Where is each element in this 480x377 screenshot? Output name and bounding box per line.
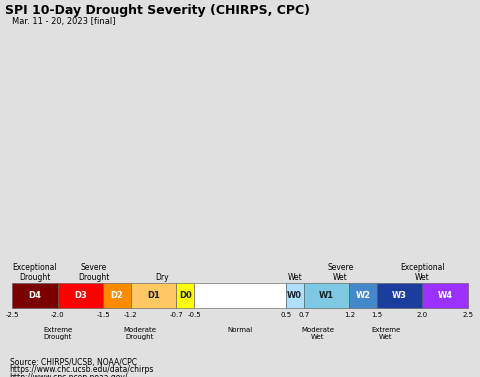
- Text: D0: D0: [179, 291, 192, 300]
- Bar: [349, 283, 377, 308]
- Bar: [194, 283, 286, 308]
- Text: Mar. 11 - 20, 2023 [final]: Mar. 11 - 20, 2023 [final]: [12, 17, 116, 26]
- Text: W0: W0: [287, 291, 302, 300]
- Bar: [286, 283, 304, 308]
- Bar: [103, 283, 131, 308]
- Text: 1.5: 1.5: [371, 312, 383, 318]
- Text: 0.7: 0.7: [298, 312, 310, 318]
- Bar: [377, 283, 422, 308]
- Text: Dry: Dry: [156, 273, 169, 282]
- Text: D2: D2: [110, 291, 123, 300]
- Text: Normal: Normal: [228, 328, 252, 334]
- Text: Exceptional
Drought: Exceptional Drought: [12, 263, 57, 282]
- Text: Extreme
Drought: Extreme Drought: [43, 328, 72, 340]
- Text: Moderate
Wet: Moderate Wet: [301, 328, 334, 340]
- Text: W1: W1: [319, 291, 334, 300]
- Text: Severe
Drought: Severe Drought: [78, 263, 110, 282]
- Text: Wet: Wet: [288, 273, 302, 282]
- Text: 2.5: 2.5: [463, 312, 473, 318]
- Text: SPI 10-Day Drought Severity (CHIRPS, CPC): SPI 10-Day Drought Severity (CHIRPS, CPC…: [5, 4, 310, 17]
- Text: -2.5: -2.5: [5, 312, 19, 318]
- Text: W2: W2: [356, 291, 371, 300]
- Bar: [12, 283, 58, 308]
- Text: D3: D3: [74, 291, 87, 300]
- Text: Source: CHIRPS/UCSB, NOAA/CPC: Source: CHIRPS/UCSB, NOAA/CPC: [10, 358, 137, 367]
- Text: https://www.chc.ucsb.edu/data/chirps: https://www.chc.ucsb.edu/data/chirps: [10, 365, 154, 374]
- Text: D4: D4: [28, 291, 41, 300]
- Text: Exceptional
Wet: Exceptional Wet: [400, 263, 444, 282]
- Text: -1.5: -1.5: [96, 312, 110, 318]
- Text: -0.7: -0.7: [169, 312, 183, 318]
- Text: -1.2: -1.2: [124, 312, 137, 318]
- Text: W3: W3: [392, 291, 407, 300]
- Bar: [176, 283, 194, 308]
- Text: http://www.cpc.ncep.noaa.gov/: http://www.cpc.ncep.noaa.gov/: [10, 373, 128, 377]
- Text: 2.0: 2.0: [417, 312, 428, 318]
- Bar: [304, 283, 349, 308]
- Text: 1.2: 1.2: [344, 312, 355, 318]
- Bar: [131, 283, 176, 308]
- Text: Moderate
Drought: Moderate Drought: [123, 328, 156, 340]
- Text: -0.5: -0.5: [188, 312, 201, 318]
- Text: Severe
Wet: Severe Wet: [327, 263, 353, 282]
- Text: -2.0: -2.0: [51, 312, 64, 318]
- Bar: [58, 283, 103, 308]
- Text: Extreme
Wet: Extreme Wet: [372, 328, 400, 340]
- Text: W4: W4: [438, 291, 453, 300]
- Text: 0.5: 0.5: [280, 312, 291, 318]
- Bar: [422, 283, 468, 308]
- Text: D1: D1: [147, 291, 160, 300]
